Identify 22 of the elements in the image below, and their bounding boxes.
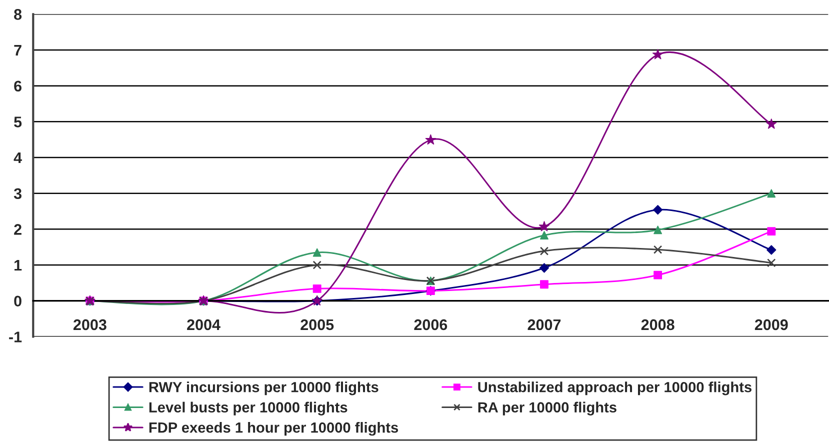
- y-tick-label: 7: [14, 45, 22, 56]
- legend-label: RA per 10000 flights: [478, 402, 616, 416]
- y-tick-label: 0: [14, 296, 22, 307]
- legend-label: Unstabilized approach per 10000 flights: [478, 382, 752, 396]
- y-tick-label: 6: [14, 80, 22, 92]
- y-tick-label: 8: [14, 9, 22, 20]
- y-tick-label: -1: [9, 332, 22, 342]
- legend-label: RWY incursions per 10000 flights: [149, 382, 378, 396]
- x-tick-label: 2005: [300, 319, 334, 330]
- x-tick-label: 2004: [187, 319, 220, 330]
- y-tick-label: 4: [14, 152, 22, 164]
- x-tick-label: 2008: [641, 319, 674, 330]
- y-tick-label: 1: [14, 260, 22, 271]
- x-tick-label: 2003: [73, 319, 106, 330]
- x-tick-label: 2006: [414, 319, 448, 330]
- legend-label: FDP exeeds 1 hour per 10000 flights: [149, 422, 398, 436]
- x-tick-label: 2009: [754, 319, 788, 330]
- y-tick-label: 5: [14, 116, 22, 128]
- legend-label: Level busts per 10000 flights: [149, 402, 348, 416]
- y-tick-label: 2: [14, 224, 22, 235]
- y-tick-label: 3: [14, 188, 22, 200]
- x-tick-label: 2007: [528, 319, 561, 330]
